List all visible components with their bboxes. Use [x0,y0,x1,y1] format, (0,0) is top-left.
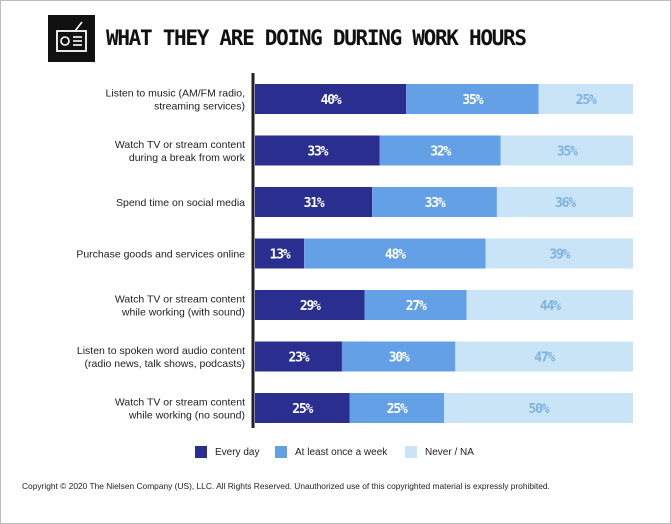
copyright-notice: Copyright © 2020 The Nielsen Company (US… [22,481,550,491]
legend-swatch-every-day [195,446,207,458]
radio-icon [48,15,95,62]
data-label-every-day: 29% [300,299,321,314]
data-label-weekly: 32% [430,145,451,160]
category-label: while working (with sound) [121,307,245,319]
data-label-weekly: 30% [389,351,410,366]
legend-swatch-weekly [275,446,287,458]
bar-segment-weekly [341,341,456,372]
data-label-weekly: 33% [425,196,446,211]
category-label: Listen to music (AM/FM radio, [106,88,245,100]
bar-segment-every-day [255,290,365,320]
category-label: Watch TV or stream content [115,139,245,151]
legend-item-never: Never / NA [405,444,474,460]
bar-segment-every-day [255,187,373,217]
bar-segment-weekly [406,84,539,114]
bar-segment-never [496,187,633,217]
bar-segment-weekly [349,393,444,423]
data-label-every-day: 23% [289,351,310,366]
bar-segment-weekly [364,290,467,320]
category-label: during a break from work [129,152,246,164]
category-label: Watch TV or stream content [115,397,245,409]
data-label-never: 35% [557,145,578,160]
chart-legend: Every day At least once a week Never / N… [0,444,671,460]
bar-segment-never [538,84,633,114]
legend-label-never: Never / NA [425,446,474,458]
bar-segment-never [485,238,633,269]
category-label: Purchase goods and services online [76,249,245,261]
bar-segment-weekly [379,135,501,166]
data-label-every-day: 40% [321,93,342,108]
data-label-never: 50% [529,402,550,417]
data-label-weekly: 25% [387,402,408,417]
data-label-every-day: 13% [270,248,291,263]
category-label: (radio news, talk shows, podcasts) [85,358,245,370]
radio-icon-graphic [56,21,87,52]
data-label-every-day: 25% [292,402,313,417]
legend-label-every-day: Every day [215,446,260,458]
data-label-weekly: 48% [385,248,406,263]
data-label-never: 39% [549,248,570,263]
legend-label-weekly: At least once a week [295,446,388,458]
data-label-weekly: 35% [462,93,483,108]
bar-segment-never [444,393,633,423]
data-label-never: 25% [576,93,597,108]
legend-swatch-never [405,446,417,458]
bar-segment-every-day [255,135,380,166]
bar-segment-every-day [255,393,350,423]
bar-segment-every-day [255,84,407,114]
category-label: Listen to spoken word audio content [77,345,245,357]
data-label-never: 47% [534,351,555,366]
bar-segment-never [500,135,633,166]
bar-segment-every-day [255,238,305,269]
bar-segment-every-day [255,341,342,372]
bar-segment-weekly [372,187,497,217]
bar-segment-never [455,341,633,372]
legend-item-weekly: At least once a week [275,444,387,460]
chart-plot-area: Listen to music (AM/FM radio,streaming s… [76,73,633,428]
category-label: streaming services) [154,101,245,113]
chart-title: WHAT THEY ARE DOING DURING WORK HOURS [106,26,527,50]
category-label: Spend time on social media [116,197,245,209]
data-label-weekly: 27% [406,299,427,314]
bar-segment-weekly [304,238,486,269]
category-label: Watch TV or stream content [115,294,245,306]
legend-item-every-day: Every day [195,444,259,460]
category-label: while working (no sound) [128,410,245,422]
data-label-never: 36% [555,196,576,211]
data-label-every-day: 33% [307,145,328,160]
data-label-never: 44% [540,299,561,314]
bar-segment-never [466,290,633,320]
data-label-every-day: 31% [304,196,325,211]
